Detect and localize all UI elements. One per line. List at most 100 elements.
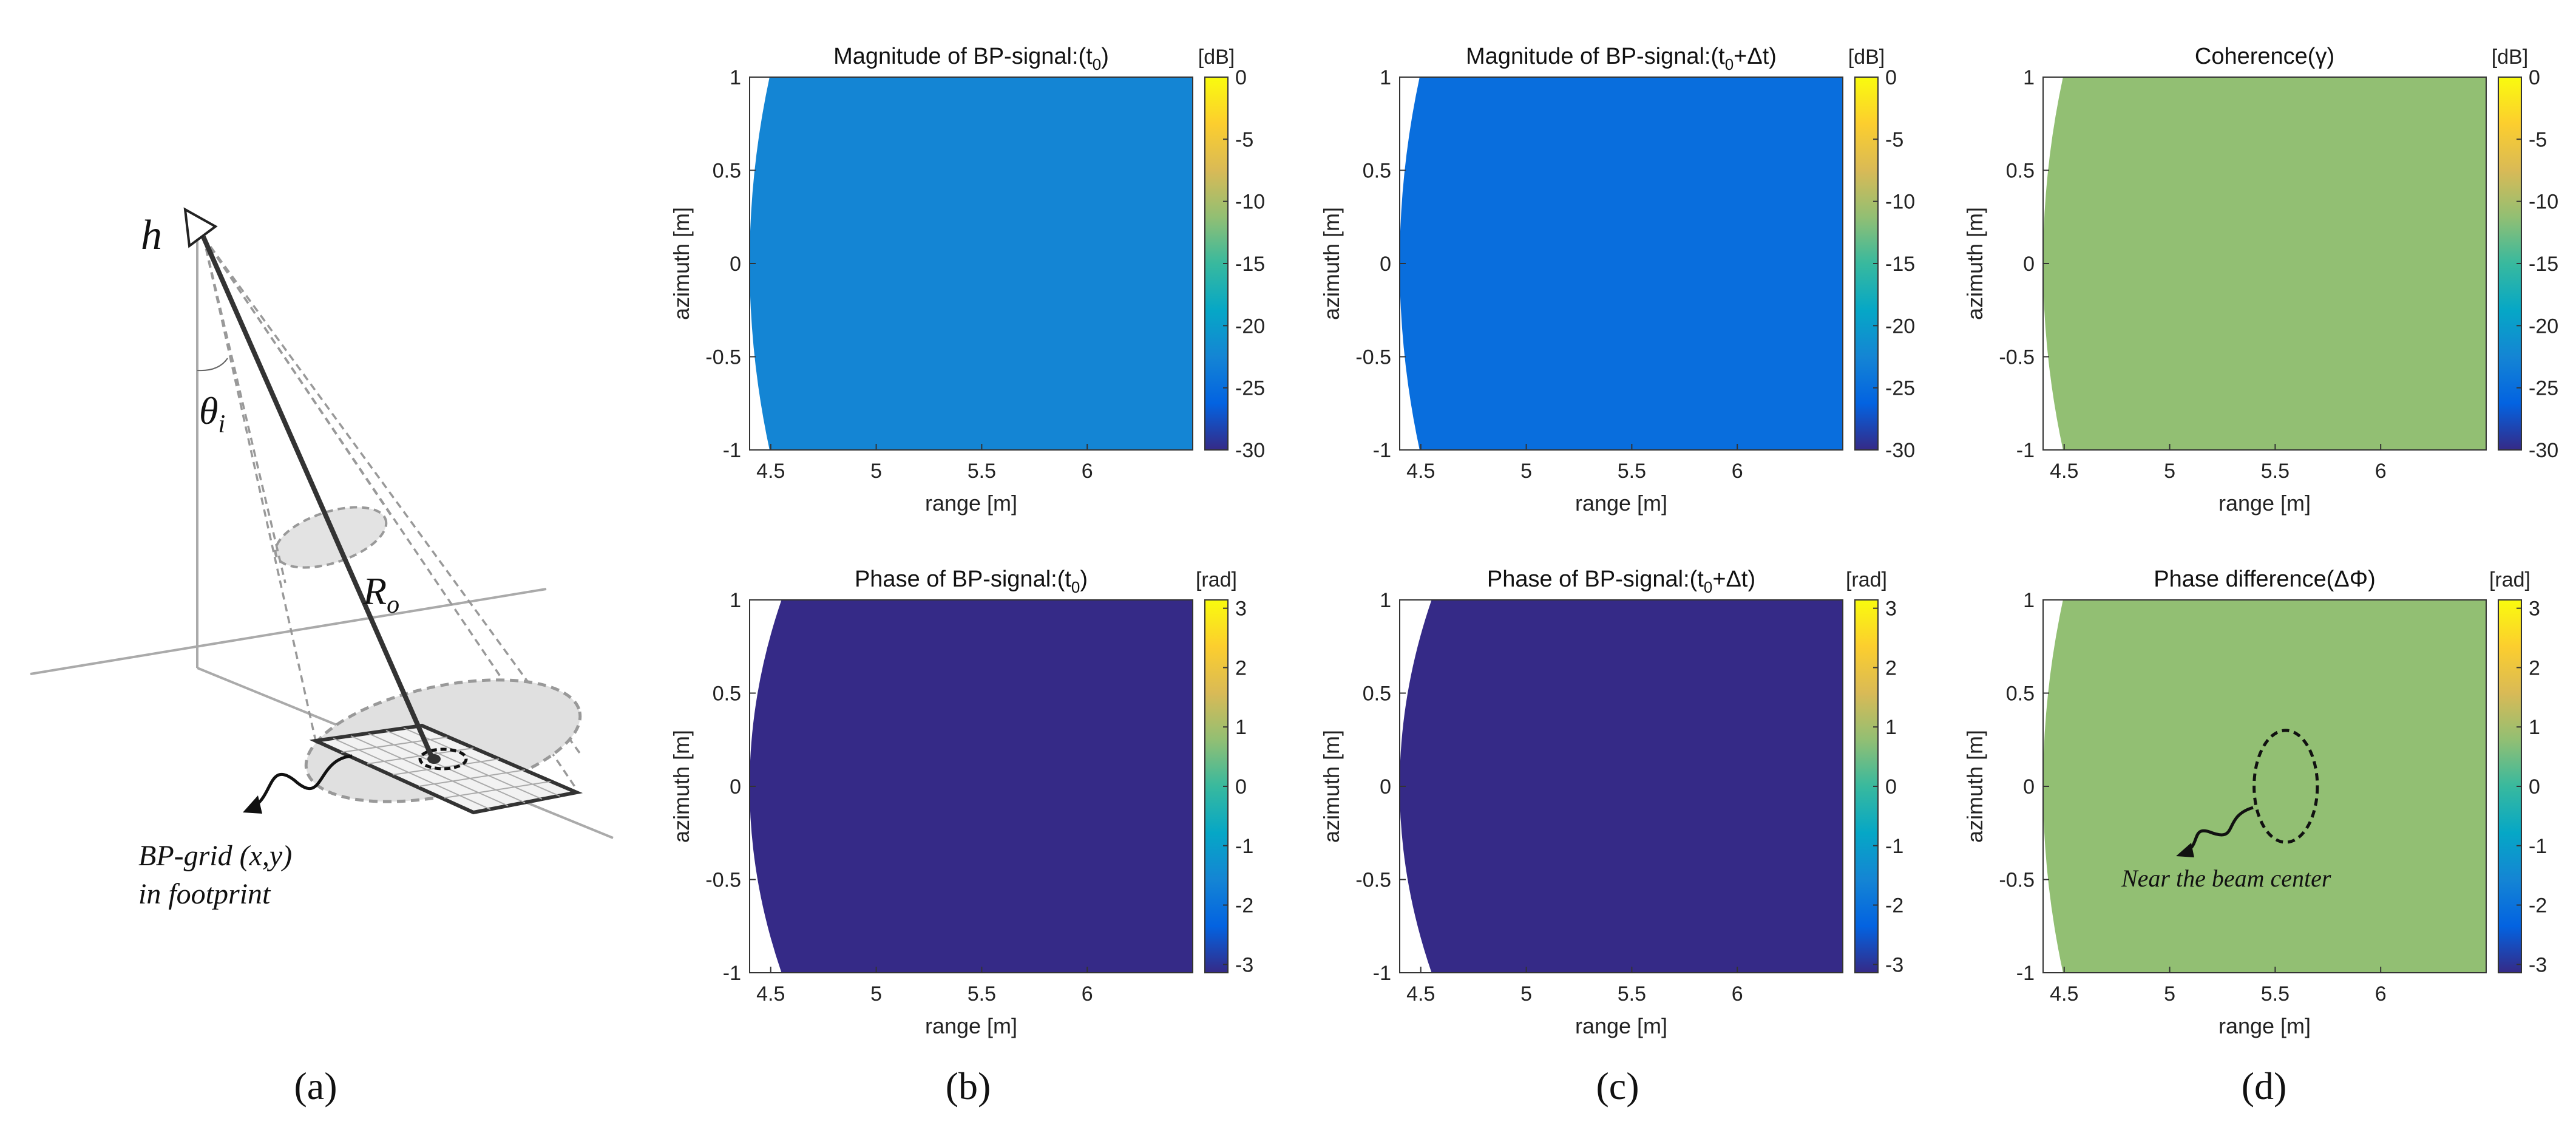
- heatmap-band: [2043, 77, 2486, 450]
- slant-range-line: [201, 236, 435, 759]
- grid-arrow: [249, 754, 353, 809]
- colorbar-tick-label: -1: [2529, 835, 2547, 858]
- y-tick-label: 0.5: [1363, 160, 1391, 183]
- colorbar-tick-label: 1: [1885, 716, 1897, 739]
- y-tick-label: -1: [2016, 439, 2035, 462]
- x-tick-label: 6: [2375, 460, 2387, 483]
- colorbar-tick-label: -10: [1885, 191, 1915, 214]
- sensor-triangle-icon: [183, 207, 218, 248]
- colorbar-tick-label: 2: [2529, 656, 2540, 679]
- colorbar-unit: [dB]: [1848, 46, 1885, 69]
- x-tick-label: 4.5: [2050, 460, 2078, 483]
- colorbar-tick-label: -20: [2529, 315, 2558, 338]
- colorbar-tick-label: -3: [1235, 953, 1253, 976]
- x-tick-label: 6: [1082, 982, 1093, 1006]
- y-tick-label: 0.5: [1363, 682, 1391, 706]
- panel-phase-t0-dt: Phase of BP-signal:(t0+Δt) 4.5 5 5.5 6 1 0.5 0 -…: [1319, 567, 1903, 1038]
- y-tick-label: -1: [1373, 962, 1391, 985]
- y-tick-label: 0: [730, 253, 741, 276]
- x-axis-label: range [m]: [1575, 491, 1667, 516]
- y-tick-label: 0: [2023, 775, 2035, 798]
- x-axis-label: range [m]: [2218, 1013, 2311, 1038]
- colorbar-tick-label: 3: [1885, 597, 1897, 621]
- beam-center-circle: [2252, 729, 2319, 844]
- colorbar-tick-label: -1: [1885, 835, 1903, 858]
- bp-grid: [309, 723, 583, 815]
- beam-center-arrow-head: [2176, 843, 2194, 857]
- x-axis-label: range [m]: [925, 491, 1017, 516]
- incidence-angle-label: θi: [199, 389, 225, 438]
- colorbar-unit: [rad]: [2489, 568, 2530, 591]
- y-axis-label: azimuth [m]: [1962, 730, 1987, 843]
- colorbar-tick-label: -30: [2529, 439, 2558, 462]
- colorbar-tick-label: -20: [1235, 315, 1265, 338]
- y-tick-label: -0.5: [1999, 346, 2035, 369]
- subfigure-label-c: (c): [1596, 1064, 1639, 1108]
- x-tick-label: 4.5: [1406, 982, 1435, 1006]
- colorbar-unit: [dB]: [2492, 46, 2528, 69]
- y-tick-label: -0.5: [1355, 346, 1391, 369]
- plot-title: Phase difference(ΔΦ): [2154, 567, 2376, 592]
- colorbar-tick-label: -25: [1235, 377, 1265, 400]
- y-tick-label: 0: [730, 775, 741, 798]
- colorbar-tick-label: 3: [2529, 597, 2540, 621]
- colorbar-tick-label: 1: [1235, 716, 1247, 739]
- subfigure-label-b: (b): [946, 1064, 991, 1108]
- heatmap-image: [2043, 600, 2486, 973]
- colorbar-tick-label: -3: [1885, 953, 1903, 976]
- x-tick-label: 4.5: [756, 460, 785, 483]
- colorbar-tick-label: 0: [2529, 66, 2540, 89]
- y-tick-label: 0: [2023, 253, 2035, 276]
- x-tick-label: 4.5: [756, 982, 785, 1006]
- x-tick-label: 4.5: [2050, 982, 2078, 1006]
- y-tick-label: 1: [730, 589, 741, 612]
- colorbar-tick-label: -3: [2529, 953, 2547, 976]
- y-axis-label: azimuth [m]: [1319, 730, 1344, 843]
- y-tick-label: -1: [2016, 962, 2035, 985]
- colorbar-tick-label: -5: [2529, 128, 2547, 151]
- beam-center-annotation: Near the beam center: [2121, 806, 2331, 892]
- x-tick-label: 5: [2164, 982, 2175, 1006]
- colorbar-tick-label: -30: [1885, 439, 1915, 462]
- colorbar-tick-label: 3: [1235, 597, 1247, 621]
- phase-fringe: [1838, 686, 1843, 887]
- plot-title: Phase of BP-signal:(t0): [855, 567, 1088, 596]
- y-tick-label: -1: [1373, 439, 1391, 462]
- y-axis-label: azimuth [m]: [669, 730, 694, 843]
- colorbar-tick-label: 0: [2529, 775, 2540, 798]
- heatmap-image: [2043, 77, 2486, 450]
- colorbar-tick-label: -2: [2529, 894, 2547, 917]
- incidence-angle-arc: [197, 358, 228, 372]
- x-tick-label: 5.5: [2261, 982, 2290, 1006]
- colorbar-unit: [rad]: [1196, 568, 1237, 591]
- phase-fringe: [1188, 689, 1193, 883]
- colorbar-tick-label: -1: [1235, 835, 1253, 858]
- colorbar-tick-label: -20: [1885, 315, 1915, 338]
- beam-center-label: Near the beam center: [2121, 865, 2331, 892]
- y-tick-label: 1: [1380, 66, 1391, 89]
- panel-magnitude-t0: Magnitude of BP-signal:(t0) 4.5 5 5.5 6 1 0.5 0…: [669, 44, 1265, 516]
- colorbar-tick-label: 0: [1885, 775, 1897, 798]
- phase-fringe: [1841, 728, 1843, 845]
- y-axis-label: azimuth [m]: [1962, 207, 1987, 320]
- colorbar-tick-label: 0: [1885, 66, 1897, 89]
- grid-label-line2: in footprint: [138, 878, 271, 910]
- x-tick-label: 5: [1520, 982, 1532, 1006]
- y-tick-label: -0.5: [705, 346, 741, 369]
- x-axis-label: range [m]: [925, 1013, 1017, 1038]
- y-tick-label: -0.5: [1355, 869, 1391, 892]
- x-tick-label: 5.5: [968, 982, 996, 1006]
- colorbar-tick-label: 2: [1235, 656, 1247, 679]
- y-tick-label: -1: [723, 439, 741, 462]
- grid-arrow-head: [243, 795, 262, 814]
- y-tick-label: 1: [2023, 66, 2035, 89]
- colorbar-tick-label: -30: [1235, 439, 1265, 462]
- subfigure-label-d: (d): [2242, 1064, 2287, 1108]
- plot-title: Phase of BP-signal:(t0+Δt): [1487, 567, 1755, 596]
- y-tick-label: 0: [1380, 253, 1391, 276]
- panel-phase-t0: Phase of BP-signal:(t0) 4.5 5 5.5 6 1 0.5 0 -0.5…: [669, 567, 1253, 1038]
- y-axis-label: azimuth [m]: [669, 207, 694, 320]
- x-tick-label: 6: [1082, 460, 1093, 483]
- sensor-height-label: h: [141, 212, 162, 259]
